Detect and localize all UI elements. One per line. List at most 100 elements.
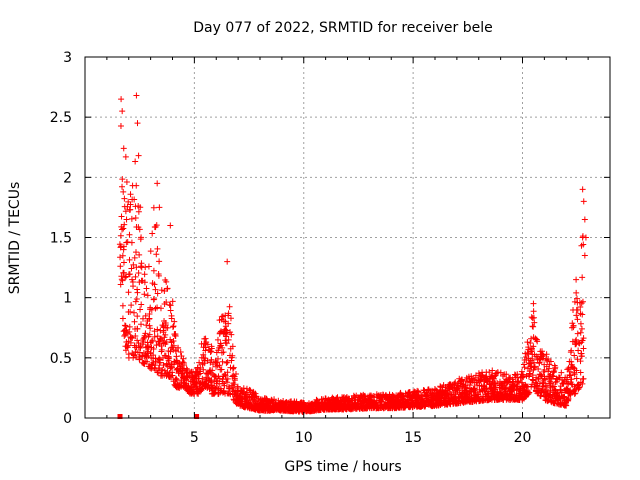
data-point: [153, 251, 160, 258]
data-point: [531, 363, 538, 370]
data-point: [226, 303, 233, 310]
data-point: [132, 333, 139, 340]
data-point: [130, 309, 137, 316]
data-point: [145, 346, 152, 353]
data-point: [535, 366, 542, 373]
data-point: [139, 315, 146, 322]
data-point: [131, 318, 138, 325]
data-point: [218, 366, 225, 373]
data-point: [126, 328, 133, 335]
data-point: [121, 221, 128, 228]
data-point: [574, 356, 581, 363]
data-point: [119, 302, 126, 309]
data-point: [134, 325, 141, 332]
data-point: [126, 256, 133, 263]
data-point: [216, 375, 223, 382]
zero-marker: [117, 414, 123, 419]
data-point: [578, 300, 585, 307]
data-point: [117, 123, 124, 130]
data-point: [524, 339, 531, 346]
data-point: [166, 355, 173, 362]
data-point: [168, 364, 175, 371]
data-point: [207, 349, 214, 356]
data-point: [200, 366, 207, 373]
data-point: [156, 204, 163, 211]
data-point: [580, 198, 587, 205]
data-point: [125, 289, 132, 296]
data-point: [208, 345, 215, 352]
data-point: [216, 362, 223, 369]
data-point: [134, 337, 141, 344]
data-point: [549, 372, 556, 379]
data-point: [247, 387, 254, 394]
grid-lines: [85, 57, 610, 418]
data-point: [528, 348, 535, 355]
data-point: [126, 323, 133, 330]
data-point: [149, 230, 156, 237]
data-point: [134, 120, 141, 127]
data-point: [578, 353, 585, 360]
data-point: [534, 338, 541, 345]
data-point: [140, 335, 147, 342]
data-point: [183, 365, 190, 372]
data-point: [132, 158, 139, 165]
data-point: [233, 371, 240, 378]
data-point: [142, 330, 149, 337]
data-point: [126, 271, 133, 278]
data-point: [134, 289, 141, 296]
data-point: [515, 377, 522, 384]
data-point: [219, 344, 226, 351]
data-point: [120, 188, 127, 195]
data-point: [120, 259, 127, 266]
data-point: [245, 391, 252, 398]
data-point: [230, 365, 237, 372]
data-point: [132, 273, 139, 280]
data-point: [220, 349, 227, 356]
data-point: [147, 325, 154, 332]
data-point: [200, 351, 207, 358]
data-point: [226, 385, 233, 392]
data-point: [329, 394, 336, 401]
data-point: [118, 276, 125, 283]
data-points: [116, 92, 589, 415]
data-point: [123, 216, 130, 223]
data-point: [574, 330, 581, 337]
data-point: [138, 301, 145, 308]
data-point: [224, 379, 231, 386]
data-point: [577, 358, 584, 365]
data-point: [132, 249, 139, 256]
data-point: [546, 361, 553, 368]
data-point: [527, 339, 534, 346]
data-point: [170, 342, 177, 349]
data-point: [535, 375, 542, 382]
data-point: [570, 322, 577, 329]
data-point: [127, 206, 134, 213]
data-point: [146, 331, 153, 338]
data-point: [573, 276, 580, 283]
data-point: [541, 376, 548, 383]
data-point: [222, 372, 229, 379]
data-point: [545, 368, 552, 375]
data-point: [132, 215, 139, 222]
data-point: [518, 368, 525, 375]
data-point: [133, 182, 140, 189]
data-point: [567, 372, 574, 379]
data-point: [123, 239, 130, 246]
y-tick-label: 3: [63, 50, 72, 66]
data-point: [531, 319, 538, 326]
data-point: [198, 386, 205, 393]
data-point: [208, 377, 215, 384]
data-point: [497, 369, 504, 376]
data-point: [529, 372, 536, 379]
data-point: [459, 376, 466, 383]
data-point: [133, 92, 140, 99]
data-point: [580, 375, 587, 382]
data-point: [568, 381, 575, 388]
data-point: [184, 366, 191, 373]
data-point: [565, 365, 572, 372]
data-point: [131, 196, 138, 203]
data-point: [539, 348, 546, 355]
y-tick-label: 1: [63, 291, 72, 307]
data-point: [142, 264, 149, 271]
data-point: [565, 396, 572, 403]
